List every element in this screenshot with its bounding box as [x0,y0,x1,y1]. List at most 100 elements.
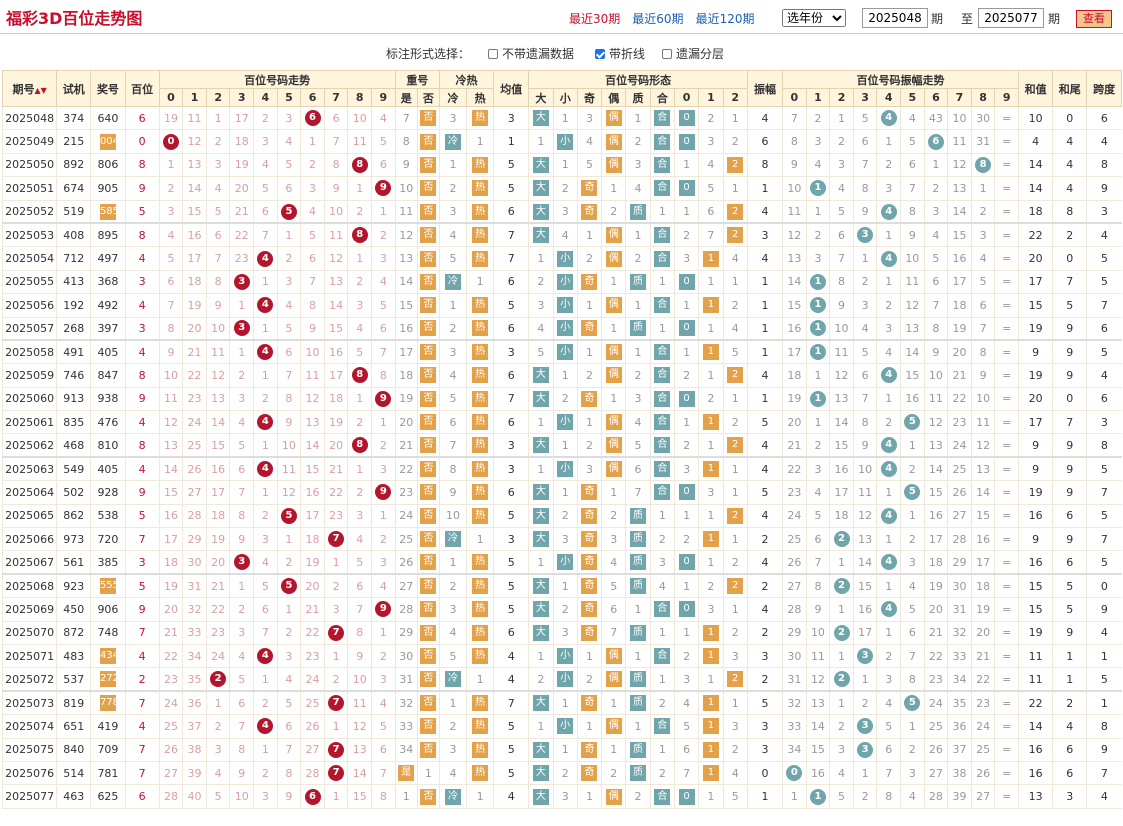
nav-60[interactable]: 最近60期 [632,12,684,26]
trend-missing: 18 [182,270,207,295]
trend-missing: 27 [300,738,325,762]
span-cell: 3 [1086,410,1122,435]
trend-missing: 13 [347,738,372,762]
prime-mark: 合 [649,106,675,131]
prize-cell: 938 [90,387,126,412]
trend-missing: 3 [371,667,396,692]
amp-missing: = [994,550,1019,575]
trend-missing: 17 [300,504,325,529]
amp-cell: 6 [746,129,783,154]
trend-missing: 4 [253,550,278,575]
amp-cell: 2 [746,621,783,645]
trend-missing: 2 [371,222,396,248]
coldhot-missing: 9 [438,480,467,505]
amp-missing: 1 [876,573,901,599]
option-no-missing[interactable]: 不带遗漏数据 [488,45,574,62]
trend-missing: 7 [229,480,254,505]
table-row: 2025051 674 905 9 2 14 4 20 5 6 3 9 1 9 10 否 2 热 5 大 2 奇 1 4 合 0 5… [1,176,1122,201]
trend-missing: 24 [182,410,207,435]
amp-missing: 20 [923,597,948,622]
nav-120[interactable]: 最近120期 [695,12,755,26]
nav-30[interactable]: 最近30期 [569,12,621,26]
size-mark: 大 [528,738,554,762]
repeat-mark: 否 [416,690,440,716]
form-missing: 1 [601,480,626,505]
amp-missing: 4 [876,690,901,716]
prize-cell: 781 [90,761,126,786]
trend-missing: 4 [229,644,254,669]
period-from-input[interactable] [862,8,928,28]
amp-missing: 25 [923,714,948,739]
avg-cell: 6 [493,480,529,505]
amp-missing: 13 [923,433,948,458]
trend-missing: 6 [300,246,325,271]
trial-cell: 862 [56,504,91,529]
coldhot-missing: 5 [438,246,467,271]
checkbox-icon[interactable] [488,48,498,59]
prize-cell: 778 [90,690,126,716]
span-cell: 1 [1086,690,1122,716]
amp-missing: = [994,410,1019,435]
table-row: 2025054 712 497 4 5 17 7 23 4 2 6 12 1 3 13 否 5 热 7 1 小 2 偶 2 合 3… [1,246,1122,271]
trend-missing: 3 [371,246,396,271]
trend-missing: 10 [205,317,230,341]
avg-cell: 5 [493,176,529,201]
form-missing: 1 [576,293,602,318]
amp-missing: = [994,246,1019,271]
form-missing: 4 [625,176,651,201]
amp-missing: 31 [947,597,972,622]
amp-missing: 15 [829,433,854,458]
table-row: 2025074 651 419 4 25 37 2 7 4 6 26 1 12 5 33 否 2 热 5 1 小 1 偶 1 合… [1,714,1122,739]
amp-missing: 15 [782,293,807,318]
tail-cell: 7 [1052,270,1087,295]
mod-mark: 1 [698,339,724,365]
prime-mark: 合 [649,363,675,388]
period-cell: 2025067 [1,550,57,575]
trend-missing: 23 [205,621,230,645]
option-layer[interactable]: 遗漏分层 [662,45,724,62]
trend-missing: 5 [229,433,254,458]
trial-cell: 872 [56,621,91,645]
mod-mark: 1 [698,644,724,669]
header-hundred: 百位 [124,70,160,107]
year-select[interactable]: 选年份 [782,9,846,27]
prime-mark: 质 [625,200,651,224]
trend-missing: 21 [323,456,348,482]
repeat-mark: 否 [416,480,440,505]
parity-mark: 奇 [576,200,602,224]
option-polyline[interactable]: 带折线 [595,45,645,62]
trend-missing: 28 [158,784,183,809]
header-period[interactable]: 期号▲▼ [1,70,58,107]
form-missing: 1 [722,176,748,201]
form-missing: 5 [625,433,651,458]
form-missing: 2 [528,270,554,295]
query-button[interactable]: 查看 [1076,10,1112,28]
repeat-missing: 9 [394,153,418,178]
trend-missing: 19 [182,293,207,318]
prize-cell: 492 [90,293,126,318]
prize-cell: 625 [90,784,126,809]
checkbox-checked-icon[interactable] [595,48,605,59]
trend-missing: 5 [371,714,396,739]
hundred-cell: 8 [124,153,160,178]
hot-mark: 热 [466,293,494,318]
hundred-cell: 7 [124,527,160,552]
prize-cell: 004 [90,129,126,154]
period-cell: 2025053 [1,222,57,248]
amp-missing: 1 [900,433,925,458]
amp-cell: 3 [746,714,783,739]
amp-cell: 1 [746,387,783,412]
avg-cell: 5 [493,293,529,318]
checkbox-icon[interactable] [662,48,672,59]
amp-digit-header: 1 [805,88,831,107]
prize-cell: 405 [90,339,126,365]
table-row: 2025072 537 272 2 23 35 2 5 1 4 24 2 10 3 31 否冷 1 4 2 小 2 偶质 1… [1,667,1122,692]
trial-cell: 537 [56,667,91,692]
trend-missing: 10 [229,784,254,809]
amp-missing: 9 [805,597,830,622]
amp-missing: 19 [923,573,948,599]
trend-missing: 6 [229,690,254,716]
period-to-input[interactable] [978,8,1044,28]
header-repeat: 重号 [394,70,440,89]
sum-cell: 16 [1018,504,1053,529]
